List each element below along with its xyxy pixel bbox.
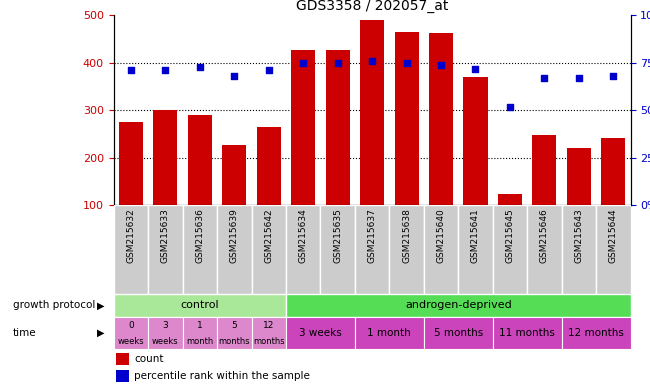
Bar: [286, 294, 630, 317]
Text: GSM215640: GSM215640: [437, 208, 445, 263]
Text: 5: 5: [231, 321, 237, 331]
Bar: [527, 205, 562, 294]
Bar: [114, 205, 148, 294]
Text: control: control: [181, 300, 219, 310]
Text: GSM215635: GSM215635: [333, 208, 342, 263]
Text: GSM215634: GSM215634: [299, 208, 307, 263]
Bar: [463, 77, 488, 205]
Bar: [493, 205, 527, 294]
Bar: [562, 317, 630, 349]
Point: [229, 73, 239, 79]
Text: ▶: ▶: [97, 328, 105, 338]
Text: month: month: [187, 337, 213, 346]
Point: [402, 60, 412, 66]
Text: weeks: weeks: [152, 337, 179, 346]
Title: GDS3358 / 202057_at: GDS3358 / 202057_at: [296, 0, 448, 13]
Bar: [119, 122, 143, 205]
Bar: [395, 32, 419, 205]
Point: [125, 68, 136, 74]
Text: 3 weeks: 3 weeks: [299, 328, 342, 338]
Text: percentile rank within the sample: percentile rank within the sample: [135, 371, 310, 381]
Bar: [148, 205, 183, 294]
Bar: [291, 50, 315, 205]
Bar: [355, 205, 389, 294]
Text: time: time: [13, 328, 36, 338]
Bar: [286, 205, 320, 294]
Point: [505, 104, 515, 110]
Bar: [188, 115, 212, 205]
Bar: [429, 33, 453, 205]
Point: [332, 60, 343, 66]
Text: GSM215644: GSM215644: [609, 208, 618, 263]
Bar: [389, 205, 424, 294]
Point: [298, 60, 309, 66]
Bar: [217, 205, 252, 294]
Bar: [326, 50, 350, 205]
Text: GSM215632: GSM215632: [127, 208, 135, 263]
Bar: [596, 205, 630, 294]
Bar: [424, 205, 458, 294]
Bar: [498, 194, 522, 205]
Text: GSM215633: GSM215633: [161, 208, 170, 263]
Bar: [114, 294, 286, 317]
Bar: [257, 127, 281, 205]
Text: ▶: ▶: [97, 300, 105, 310]
Point: [608, 73, 619, 79]
Point: [264, 68, 274, 74]
Text: GSM215646: GSM215646: [540, 208, 549, 263]
Text: GSM215639: GSM215639: [230, 208, 239, 263]
Point: [574, 75, 584, 81]
Bar: [222, 145, 246, 205]
Text: GSM215645: GSM215645: [506, 208, 514, 263]
Bar: [183, 205, 217, 294]
Bar: [286, 317, 355, 349]
Bar: [252, 317, 286, 349]
Bar: [153, 111, 177, 205]
Text: months: months: [218, 337, 250, 346]
Bar: [217, 317, 252, 349]
Point: [436, 62, 446, 68]
Bar: [360, 20, 384, 205]
Bar: [493, 317, 562, 349]
Text: GSM215637: GSM215637: [368, 208, 376, 263]
Text: 12: 12: [263, 321, 274, 331]
Bar: [148, 317, 183, 349]
Bar: [424, 317, 493, 349]
Bar: [562, 205, 596, 294]
Text: 12 months: 12 months: [568, 328, 624, 338]
Text: GSM215636: GSM215636: [196, 208, 204, 263]
Text: growth protocol: growth protocol: [13, 300, 96, 310]
Text: 5 months: 5 months: [434, 328, 483, 338]
Bar: [601, 138, 625, 205]
Text: 11 months: 11 months: [499, 328, 555, 338]
Text: GSM215642: GSM215642: [265, 208, 273, 263]
Text: months: months: [253, 337, 285, 346]
Bar: [567, 149, 591, 205]
Text: GSM215641: GSM215641: [471, 208, 480, 263]
Bar: [183, 317, 217, 349]
Text: 1 month: 1 month: [367, 328, 411, 338]
Text: 3: 3: [162, 321, 168, 331]
Bar: [532, 135, 556, 205]
Bar: [458, 205, 493, 294]
Bar: [320, 205, 355, 294]
Point: [195, 64, 205, 70]
Text: count: count: [135, 354, 164, 364]
Point: [540, 75, 550, 81]
Text: 0: 0: [128, 321, 134, 331]
Bar: [116, 370, 129, 382]
Bar: [114, 317, 148, 349]
Text: 1: 1: [197, 321, 203, 331]
Bar: [252, 205, 286, 294]
Text: weeks: weeks: [118, 337, 144, 346]
Text: GSM215638: GSM215638: [402, 208, 411, 263]
Bar: [355, 317, 424, 349]
Text: androgen-deprived: androgen-deprived: [405, 300, 512, 310]
Point: [367, 58, 377, 64]
Point: [160, 68, 170, 74]
Point: [471, 66, 481, 72]
Bar: [116, 353, 129, 365]
Text: GSM215643: GSM215643: [575, 208, 583, 263]
